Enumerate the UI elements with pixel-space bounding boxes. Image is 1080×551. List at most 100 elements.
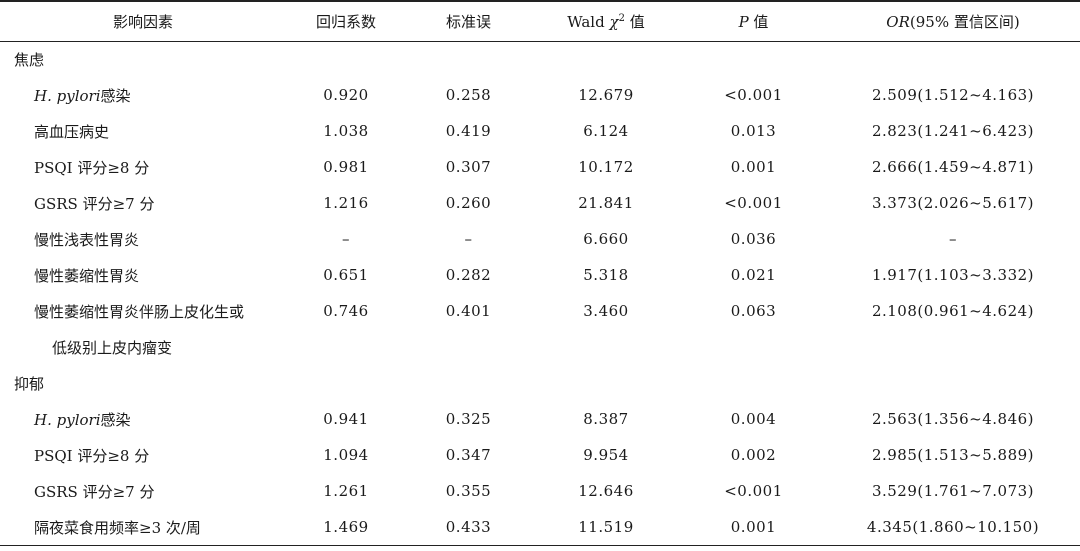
factor-text: 慢性浅表性胃炎 <box>34 230 140 249</box>
p-value-cell: <0.001 <box>724 194 783 212</box>
odds-ratio-cell: – <box>949 230 957 248</box>
header-p-suffix: 值 <box>748 12 769 31</box>
wald-cell: 11.519 <box>578 518 634 536</box>
odds-ratio-cell: 1.917(1.103~3.332) <box>871 266 1035 284</box>
group-label: 焦虑 <box>14 50 45 69</box>
empty-cell <box>286 329 406 365</box>
wald-cell: 21.841 <box>578 194 634 212</box>
standard-error-cell: 0.419 <box>445 122 492 140</box>
wald-cell: 8.387 <box>583 410 629 428</box>
factor-cell: 慢性萎缩性胃炎 <box>0 257 286 293</box>
factor-cell: H. pylori感染 <box>0 77 286 113</box>
standard-error-cell: 0.401 <box>445 302 492 320</box>
header-wald-suffix: 值 <box>624 12 645 31</box>
table-row: 慢性萎缩性胃炎伴肠上皮化生或 0.746 0.401 3.460 0.063 2.108(… <box>0 293 1080 329</box>
coefficient-cell: 0.651 <box>323 266 369 284</box>
factor-text: GSRS 评分≥7 分 <box>34 194 155 213</box>
coefficient-cell: 1.216 <box>323 194 369 212</box>
odds-ratio-cell: 2.563(1.356~4.846) <box>871 410 1035 428</box>
factor-cell: PSQI 评分≥8 分 <box>0 437 286 473</box>
empty-cell <box>681 329 826 365</box>
empty-cell <box>286 365 406 401</box>
factor-text: PSQI 评分≥8 分 <box>34 446 150 465</box>
p-value-cell: <0.001 <box>724 86 783 104</box>
header-wald-sup: 2 <box>618 12 625 24</box>
empty-cell <box>826 365 1080 401</box>
table-row: PSQI 评分≥8 分 1.094 0.347 9.954 0.002 2.985(1.5… <box>0 437 1080 473</box>
factor-text: 感染 <box>100 86 131 105</box>
factor-text: 隔夜菜食用频率≥3 次/周 <box>34 518 201 537</box>
empty-cell <box>531 329 681 365</box>
coefficient-cell: 1.469 <box>323 518 369 536</box>
factor-continuation: 低级别上皮内瘤变 <box>52 338 173 357</box>
factor-text: PSQI 评分≥8 分 <box>34 158 150 177</box>
wald-cell: 3.460 <box>583 302 629 320</box>
table-row: 慢性浅表性胃炎 – – 6.660 0.036 – <box>0 221 1080 257</box>
odds-ratio-cell: 4.345(1.860~10.150) <box>866 518 1040 536</box>
coefficient-cell: 0.941 <box>323 410 369 428</box>
coefficient-cell: 0.746 <box>323 302 369 320</box>
header-p-italic: P <box>738 12 749 31</box>
header-odds-ratio: OR(95% 置信区间) <box>826 0 1080 42</box>
odds-ratio-cell: 3.373(2.026~5.617) <box>871 194 1035 212</box>
header-wald: Wald χ2 值 <box>531 0 681 42</box>
standard-error-cell: 0.307 <box>445 158 492 176</box>
table-row: GSRS 评分≥7 分 1.216 0.260 21.841 <0.001 3.373(2… <box>0 185 1080 221</box>
empty-cell <box>531 365 681 401</box>
table-row: 高血压病史 1.038 0.419 6.124 0.013 2.823(1.241~6.4… <box>0 113 1080 149</box>
p-value-cell: 0.063 <box>730 302 777 320</box>
wald-cell: 9.954 <box>583 446 629 464</box>
factor-cell: GSRS 评分≥7 分 <box>0 185 286 221</box>
empty-cell <box>826 329 1080 365</box>
empty-cell <box>531 41 681 77</box>
p-value-cell: 0.001 <box>730 158 777 176</box>
factor-cell: GSRS 评分≥7 分 <box>0 473 286 509</box>
header-or-italic: OR <box>886 12 910 31</box>
group-row: 抑郁 <box>0 365 1080 401</box>
coefficient-cell: 0.981 <box>323 158 369 176</box>
p-value-cell: <0.001 <box>724 482 783 500</box>
coefficient-cell: – <box>342 230 350 248</box>
factor-cell: 高血压病史 <box>0 113 286 149</box>
table-row: PSQI 评分≥8 分 0.981 0.307 10.172 0.001 2.666(1.… <box>0 149 1080 185</box>
coefficient-cell: 1.094 <box>323 446 369 464</box>
wald-cell: 6.124 <box>583 122 629 140</box>
standard-error-cell: 0.433 <box>445 518 492 536</box>
factor-cell: 隔夜菜食用频率≥3 次/周 <box>0 509 286 545</box>
p-value-cell: 0.013 <box>730 122 777 140</box>
header-p-value: P 值 <box>681 0 826 42</box>
p-value-cell: 0.001 <box>730 518 777 536</box>
standard-error-cell: 0.282 <box>445 266 492 284</box>
wald-cell: 5.318 <box>583 266 629 284</box>
factor-cell: 慢性萎缩性胃炎伴肠上皮化生或 <box>0 293 286 329</box>
empty-cell <box>681 41 826 77</box>
table-row: 慢性萎缩性胃炎 0.651 0.282 5.318 0.021 1.917(1.103~3… <box>0 257 1080 293</box>
empty-cell <box>406 41 531 77</box>
coefficient-cell: 1.038 <box>323 122 369 140</box>
header-or-suffix: (95% 置信区间) <box>909 12 1020 31</box>
p-value-cell: 0.002 <box>730 446 777 464</box>
standard-error-cell: 0.355 <box>445 482 492 500</box>
odds-ratio-cell: 2.108(0.961~4.624) <box>871 302 1035 320</box>
table-row: GSRS 评分≥7 分 1.261 0.355 12.646 <0.001 3.529(1… <box>0 473 1080 509</box>
standard-error-cell: 0.260 <box>445 194 492 212</box>
factor-cell: 慢性浅表性胃炎 <box>0 221 286 257</box>
header-standard-error: 标准误 <box>406 0 531 42</box>
table-row: H. pylori感染 0.941 0.325 8.387 0.004 2.563(1.3… <box>0 401 1080 437</box>
standard-error-cell: 0.258 <box>445 86 492 104</box>
factor-italic-text: H. pylori <box>34 410 101 429</box>
factor-text: GSRS 评分≥7 分 <box>34 482 155 501</box>
header-coefficient: 回归系数 <box>286 0 406 42</box>
empty-cell <box>406 329 531 365</box>
coefficient-cell: 1.261 <box>323 482 369 500</box>
odds-ratio-cell: 2.666(1.459~4.871) <box>871 158 1035 176</box>
wald-cell: 6.660 <box>583 230 629 248</box>
factor-cell: H. pylori感染 <box>0 401 286 437</box>
empty-cell <box>286 41 406 77</box>
table-body: 焦虑 H. pylori感染 0.920 0.258 12.679 <0.001 2.509… <box>0 41 1080 545</box>
wald-cell: 12.679 <box>578 86 634 104</box>
wald-cell: 10.172 <box>578 158 634 176</box>
odds-ratio-cell: 3.529(1.761~7.073) <box>871 482 1035 500</box>
